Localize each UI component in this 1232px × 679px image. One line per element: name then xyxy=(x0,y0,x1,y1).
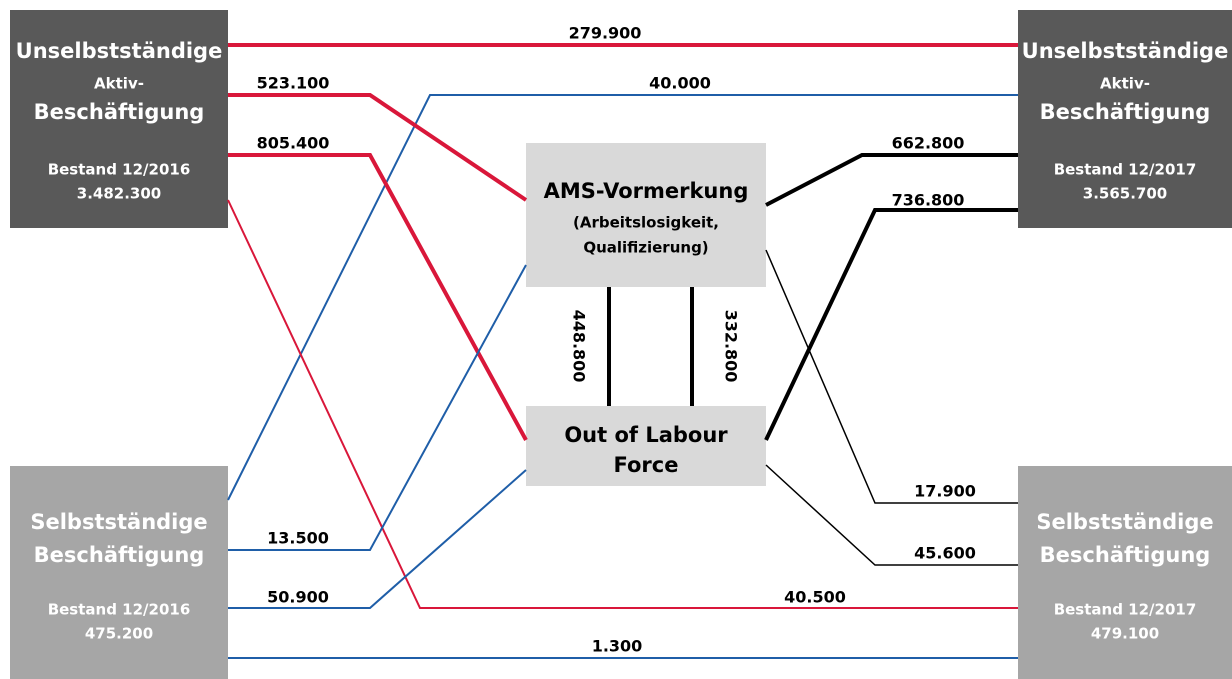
flow-label: 662.800 xyxy=(892,134,965,153)
flow-label: 45.600 xyxy=(914,544,976,563)
flow-label: 279.900 xyxy=(569,24,642,43)
node-text: Unselbstständige xyxy=(16,39,223,63)
flow-label: 40.000 xyxy=(649,74,711,93)
node-text: Selbstständige xyxy=(30,510,207,534)
node-text: AMS-Vormerkung xyxy=(544,179,749,203)
node-text: Bestand 12/2016 xyxy=(48,161,191,179)
flow-arrow xyxy=(227,199,1018,609)
flow-arrow xyxy=(228,264,527,551)
flow-arrow xyxy=(764,208,1018,441)
flow-label: 805.400 xyxy=(257,134,330,153)
node-text: Bestand 12/2017 xyxy=(1054,601,1197,619)
flow-arrow xyxy=(765,464,1018,566)
node-box xyxy=(526,406,766,486)
node-text: Force xyxy=(614,453,679,477)
flow-label: 50.900 xyxy=(267,588,329,607)
flow-label: 17.900 xyxy=(914,482,976,501)
node-text: Bestand 12/2016 xyxy=(48,601,191,619)
node-text: Qualifizierung) xyxy=(583,239,708,257)
node-text: Aktiv- xyxy=(94,75,144,93)
node-text: 3.565.700 xyxy=(1083,185,1167,203)
flow-label: 40.500 xyxy=(784,588,846,607)
flow-label: 736.800 xyxy=(892,191,965,210)
node-text: Beschäftigung xyxy=(34,100,205,124)
flow-arrow xyxy=(228,153,528,441)
flow-arrow xyxy=(227,94,1018,501)
node-text: Out of Labour xyxy=(564,423,728,447)
node-box xyxy=(526,143,766,287)
node-text: 475.200 xyxy=(85,625,153,643)
flow-label: 332.800 xyxy=(722,310,741,383)
node-text: Aktiv- xyxy=(1100,75,1150,93)
flow-arrow xyxy=(765,153,1018,207)
node-box xyxy=(1018,10,1232,228)
node-text: Bestand 12/2017 xyxy=(1054,161,1197,179)
flows xyxy=(227,43,1018,659)
node-text: Beschäftigung xyxy=(34,543,205,567)
flow-label: 13.500 xyxy=(267,529,329,548)
node-text: Beschäftigung xyxy=(1040,100,1211,124)
node-text: Beschäftigung xyxy=(1040,543,1211,567)
node-text: 3.482.300 xyxy=(77,185,161,203)
node-box xyxy=(1018,466,1232,679)
node-text: Selbstständige xyxy=(1036,510,1213,534)
node-text: 479.100 xyxy=(1091,625,1159,643)
node-box xyxy=(10,10,228,228)
node-box xyxy=(10,466,228,679)
flow-label: 448.800 xyxy=(570,310,589,383)
flow-label: 523.100 xyxy=(257,74,330,93)
flow-label: 1.300 xyxy=(592,637,643,656)
flow-arrow xyxy=(228,469,527,609)
node-text: (Arbeitslosigkeit, xyxy=(573,214,719,232)
flow-arrow xyxy=(228,93,528,202)
flow-arrow xyxy=(765,249,1018,504)
node-text: Unselbstständige xyxy=(1022,39,1229,63)
